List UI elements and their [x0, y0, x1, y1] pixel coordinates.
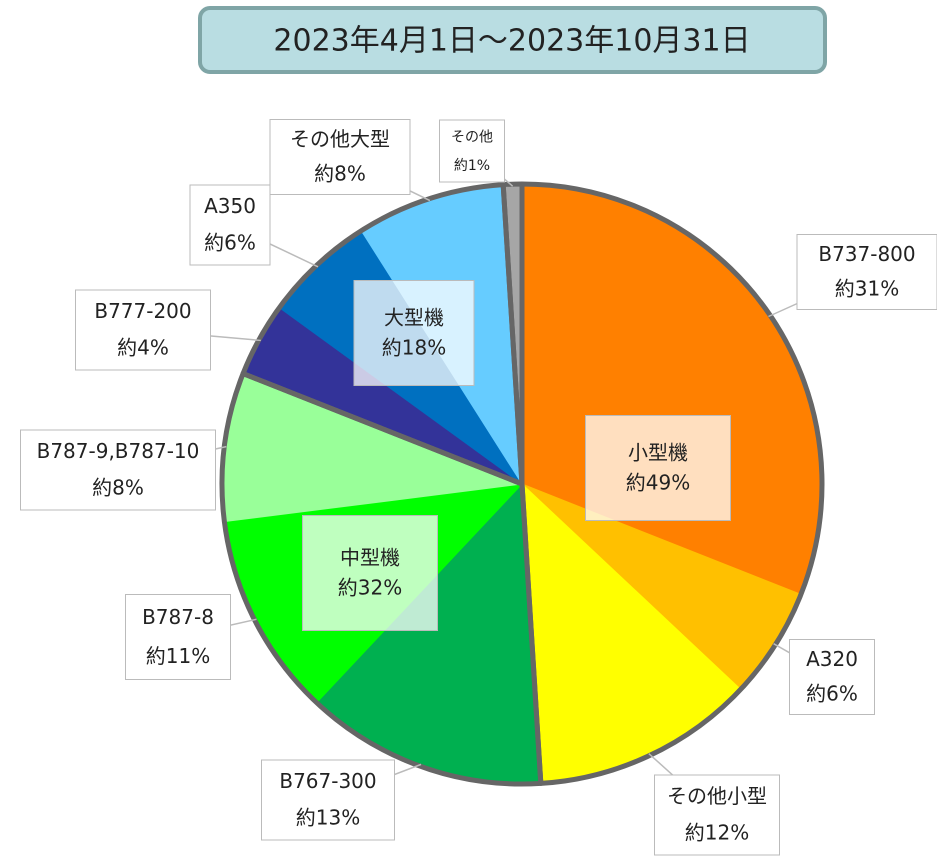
slice-name: A320 [806, 647, 858, 671]
label-box [439, 119, 505, 183]
group-label-box [353, 280, 475, 386]
slice-value-label: 約8% [314, 162, 366, 186]
slice-value-label: 約6% [806, 682, 858, 706]
group-name: 大型機 [384, 306, 444, 330]
group-value-label: 約32% [338, 576, 402, 600]
group-outline [519, 181, 825, 786]
label-box [261, 759, 395, 841]
label-box [789, 639, 875, 715]
group-outline [500, 181, 525, 487]
slice-value-label: 約6% [204, 231, 256, 255]
slice-name: B787-8 [142, 605, 214, 629]
group-label-box [302, 515, 438, 631]
title-box [198, 6, 827, 74]
slice-name: B767-300 [279, 769, 376, 793]
group-outline [240, 182, 525, 487]
slice-name: その他小型 [667, 784, 767, 808]
group-value-label: 約18% [382, 336, 446, 360]
slice-name: B777-200 [94, 299, 191, 323]
slice-name: A350 [204, 194, 256, 218]
chart-title: 2023年4月1日～2023年10月31日 [273, 24, 750, 59]
label-box [269, 119, 411, 195]
label-box [75, 289, 211, 371]
slice-value-label: 約13% [296, 806, 360, 830]
group-outline [219, 371, 544, 787]
label-box [654, 774, 780, 856]
group-value-label: 約49% [626, 471, 690, 495]
group-label-box [585, 415, 731, 521]
label-box [796, 234, 937, 310]
slice-name: B737-800 [818, 242, 915, 266]
label-box [189, 184, 271, 266]
slice-value-label: 約8% [92, 476, 144, 500]
slice-value-label: 約4% [117, 336, 169, 360]
group-name: 中型機 [340, 546, 400, 570]
slice-value-label: 約11% [146, 644, 210, 668]
label-box [20, 429, 216, 511]
slice-name: B787-9,B787-10 [37, 439, 200, 463]
slice-value-label: 約31% [835, 277, 899, 301]
slice-value-label: 約12% [685, 821, 749, 845]
slice-name: その他大型 [290, 127, 390, 151]
label-box [125, 594, 231, 680]
slice-value-label: 約1% [454, 158, 490, 174]
slice-name: その他 [451, 129, 493, 145]
group-name: 小型機 [628, 441, 688, 465]
